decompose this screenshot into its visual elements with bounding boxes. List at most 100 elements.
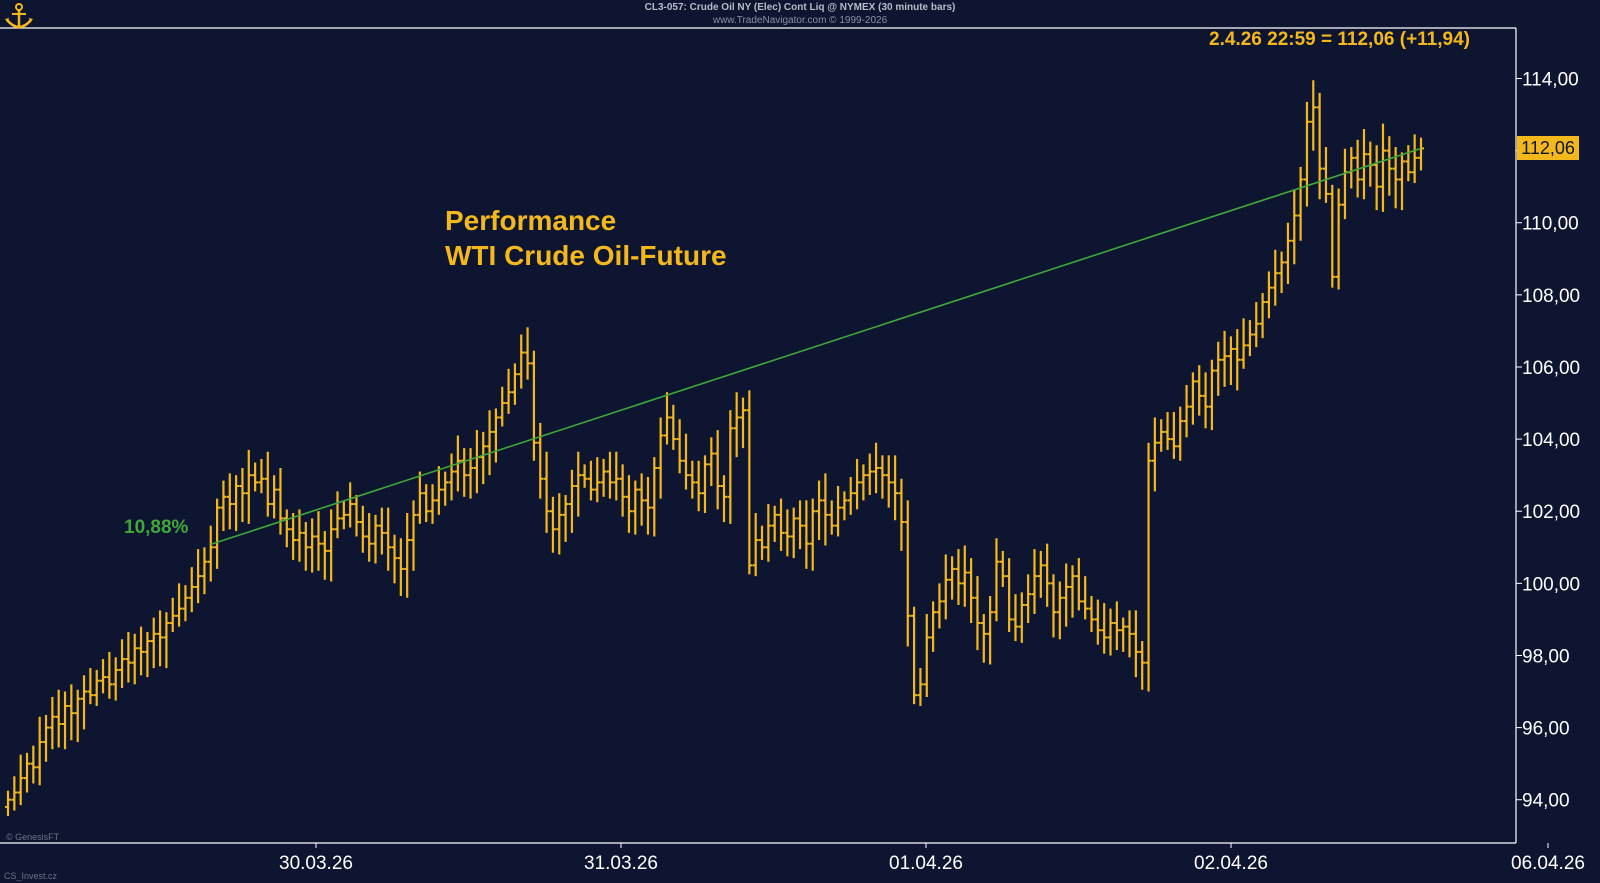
ohlc-bar bbox=[682, 433, 689, 490]
ohlc-bar bbox=[606, 451, 613, 499]
ohlc-bar bbox=[448, 453, 455, 501]
chart-title: Performance WTI Crude Oil-Future bbox=[445, 203, 727, 273]
ohlc-bar bbox=[1272, 249, 1279, 306]
ohlc-bar bbox=[930, 601, 937, 652]
ohlc-bar bbox=[1094, 599, 1101, 645]
ohlc-bar bbox=[328, 509, 335, 582]
y-tick-label: 106,00 bbox=[1522, 358, 1580, 379]
last-price-badge: 112,06 bbox=[1517, 136, 1579, 160]
ohlc-bar bbox=[1234, 329, 1241, 391]
ohlc-bar bbox=[733, 392, 740, 458]
ohlc-bar bbox=[1215, 341, 1222, 396]
chart-title-line-1: Performance bbox=[445, 205, 617, 236]
ohlc-bar bbox=[556, 493, 563, 555]
ohlc-bar bbox=[5, 790, 11, 816]
ohlc-bar bbox=[1088, 595, 1095, 633]
ohlc-bar bbox=[765, 504, 772, 562]
ohlc-bar bbox=[841, 491, 848, 521]
y-tick-label: 104,00 bbox=[1522, 430, 1580, 451]
x-tick-label: 02.04.26 bbox=[1194, 853, 1268, 874]
x-tick-label: 01.04.26 bbox=[889, 853, 963, 874]
ohlc-bar bbox=[714, 430, 721, 510]
ohlc-bar bbox=[1145, 442, 1152, 692]
ohlc-bar bbox=[24, 752, 31, 793]
ohlc-bar bbox=[568, 469, 575, 533]
ohlc-bar bbox=[207, 525, 214, 582]
ohlc-bar bbox=[778, 498, 785, 551]
ohlc-bar bbox=[663, 392, 670, 445]
ohlc-bar bbox=[942, 554, 949, 620]
y-tick-label: 110,00 bbox=[1522, 214, 1579, 235]
ohlc-bar bbox=[1025, 574, 1032, 624]
y-tick-label: 98,00 bbox=[1522, 646, 1570, 667]
ohlc-bar bbox=[670, 404, 677, 450]
ohlc-bar bbox=[613, 451, 620, 501]
ohlc-bar bbox=[803, 500, 810, 569]
data-credit: © GenesisFT bbox=[6, 832, 60, 842]
ohlc-bar bbox=[1158, 419, 1165, 452]
ohlc-bar bbox=[721, 475, 728, 523]
ohlc-bar bbox=[391, 534, 398, 584]
ohlc-bar bbox=[385, 507, 392, 571]
ohlc-bar bbox=[131, 633, 138, 685]
ohlc-bar bbox=[1012, 594, 1019, 642]
ohlc-bar bbox=[1329, 184, 1336, 288]
ohlc-bar bbox=[847, 476, 854, 515]
chart-title-line-2: WTI Crude Oil-Future bbox=[445, 240, 727, 271]
ohlc-bar bbox=[543, 451, 550, 533]
ohlc-bar bbox=[1373, 145, 1380, 211]
ohlc-bar bbox=[347, 482, 354, 528]
ohlc-bar bbox=[562, 495, 569, 542]
y-tick-label: 108,00 bbox=[1522, 286, 1580, 307]
ohlc-bar bbox=[537, 422, 544, 499]
ohlc-bar bbox=[600, 458, 607, 497]
ohlc-bar bbox=[74, 689, 81, 743]
ohlc-bar bbox=[1227, 336, 1234, 386]
ohlc-bar bbox=[43, 714, 50, 762]
ohlc-bar bbox=[961, 545, 968, 607]
last-price-readout: 2.4.26 22:59 = 112,06 (+11,94) bbox=[1209, 29, 1470, 50]
ohlc-bar bbox=[1265, 271, 1272, 319]
ohlc-bar bbox=[784, 509, 791, 557]
ohlc-bar bbox=[879, 455, 886, 499]
ohlc-bar bbox=[1253, 302, 1260, 348]
ohlc-bar bbox=[461, 448, 468, 497]
ohlc-bar bbox=[1018, 592, 1025, 643]
ohlc-bar bbox=[1069, 565, 1076, 618]
ohlc-bar bbox=[1297, 166, 1304, 241]
ohlc-bar bbox=[404, 513, 411, 598]
ohlc-bar bbox=[201, 547, 208, 595]
ohlc-bar bbox=[226, 473, 233, 530]
ohlc-bar bbox=[689, 460, 696, 499]
ohlc-bar bbox=[1151, 417, 1158, 492]
ohlc-bar bbox=[974, 576, 981, 651]
y-tick-label: 100,00 bbox=[1522, 574, 1580, 595]
ohlc-bar bbox=[917, 668, 924, 706]
ohlc-bar bbox=[980, 614, 987, 663]
ohlc-bar bbox=[1189, 372, 1196, 425]
ohlc-bar bbox=[911, 606, 918, 705]
x-tick-label: 31.03.26 bbox=[584, 853, 658, 874]
ohlc-bar bbox=[1335, 188, 1342, 290]
ohlc-bar bbox=[49, 696, 56, 750]
ohlc-bar bbox=[1164, 412, 1171, 450]
ohlc-bar bbox=[549, 496, 556, 553]
ohlc-bar bbox=[816, 480, 823, 541]
ohlc-bar bbox=[644, 476, 651, 535]
anchor-logo-icon bbox=[5, 3, 33, 29]
ohlc-bar bbox=[1132, 610, 1139, 678]
ohlc-bar bbox=[968, 558, 975, 624]
ohlc-bar bbox=[334, 491, 341, 539]
ohlc-bar bbox=[708, 437, 715, 486]
ohlc-bar bbox=[1006, 558, 1013, 633]
ohlc-bar bbox=[530, 350, 537, 461]
ohlc-bar bbox=[797, 500, 804, 550]
ohlc-bar bbox=[157, 610, 164, 667]
ohlc-bar bbox=[93, 669, 100, 706]
plot-frame bbox=[0, 27, 1517, 844]
ohlc-bar bbox=[746, 390, 753, 575]
chart-header-symbol: CL3-057: Crude Oil NY (Elec) Cont Liq @ … bbox=[644, 2, 956, 13]
ohlc-bar bbox=[315, 511, 322, 571]
ohlc-bar bbox=[188, 567, 195, 613]
